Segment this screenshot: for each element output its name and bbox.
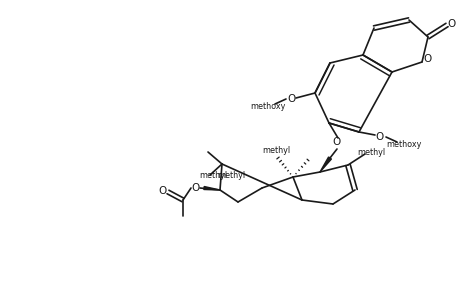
Text: methoxy: methoxy xyxy=(250,101,285,110)
Text: O: O xyxy=(191,183,200,193)
Polygon shape xyxy=(203,187,219,190)
Polygon shape xyxy=(319,157,330,172)
Text: O: O xyxy=(158,186,167,196)
Text: methoxy: methoxy xyxy=(386,140,421,148)
Text: O: O xyxy=(332,137,341,147)
Text: methyl: methyl xyxy=(261,146,290,154)
Text: methyl: methyl xyxy=(198,172,227,181)
Text: O: O xyxy=(287,94,296,104)
Text: O: O xyxy=(423,54,431,64)
Text: O: O xyxy=(375,132,383,142)
Text: methyl: methyl xyxy=(356,148,384,157)
Text: O: O xyxy=(447,19,455,29)
Text: methyl: methyl xyxy=(217,172,245,181)
